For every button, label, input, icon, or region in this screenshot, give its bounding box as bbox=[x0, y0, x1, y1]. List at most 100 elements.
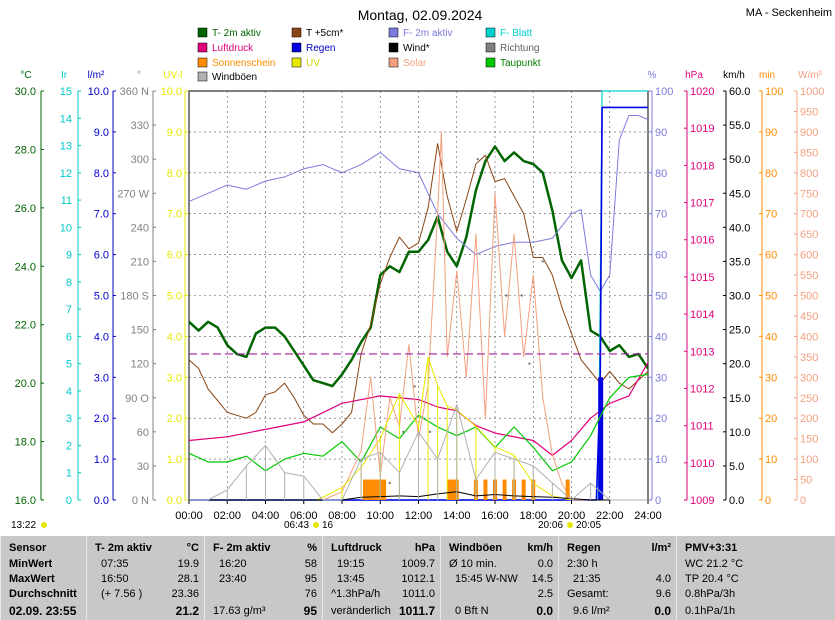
legend-label: F- 2m aktiv bbox=[403, 28, 452, 39]
tick-label-uvi: 5.0 bbox=[167, 291, 182, 303]
tick-label-dir: 180 S bbox=[120, 291, 149, 303]
tick-label-uv: 13 bbox=[60, 141, 72, 153]
tick-label-uvi: 6.0 bbox=[167, 250, 182, 262]
stats-windchill: WC 21.2 °C bbox=[685, 558, 744, 570]
sunset-time: 20:06 bbox=[538, 520, 563, 531]
tick-label-uv: 10 bbox=[60, 222, 72, 234]
tick-label-sun: 50 bbox=[765, 291, 777, 303]
tick-label-press: 1012 bbox=[690, 383, 714, 395]
tick-label-hum: 40 bbox=[655, 331, 667, 343]
tick-label-uv: 7 bbox=[66, 304, 72, 316]
series-solar bbox=[189, 131, 648, 501]
tick-label-solar: 350 bbox=[800, 352, 818, 364]
legend-label: Solar bbox=[403, 58, 427, 69]
tick-label-dir: 210 bbox=[131, 256, 149, 268]
stats-pressure-title: Luftdruck bbox=[331, 542, 382, 554]
tick-label-press: 1017 bbox=[690, 198, 714, 210]
stats-rain-day: 9.6 l/m² bbox=[573, 605, 610, 617]
tick-label-hum: 0 bbox=[655, 495, 661, 507]
tick-label-sun: 100 bbox=[765, 86, 783, 98]
stats-rain-max-time: 21:35 bbox=[573, 573, 601, 585]
stats-rain-unit: l/m² bbox=[651, 542, 671, 554]
stats-pressure-max-value: 1012.1 bbox=[401, 573, 435, 585]
tick-label-sun: 80 bbox=[765, 168, 777, 180]
stats-row-max: MaxWert bbox=[9, 573, 55, 585]
tick-label-rain: 8.0 bbox=[94, 168, 109, 180]
legend-label: Luftdruck bbox=[212, 43, 254, 54]
legend-label: Richtung bbox=[500, 43, 539, 54]
stats-temp-avg: 23.36 bbox=[171, 588, 199, 600]
x-tick-label: 14:00 bbox=[443, 510, 471, 522]
legend-label: F- Blatt bbox=[500, 28, 532, 39]
tick-label-solar: 150 bbox=[800, 434, 818, 446]
sunshine-bar bbox=[382, 479, 387, 500]
tick-label-rain: 1.0 bbox=[94, 454, 109, 466]
tick-label-press: 1009 bbox=[690, 495, 714, 507]
x-tick-label: 08:00 bbox=[328, 510, 356, 522]
tick-label-solar: 900 bbox=[800, 127, 818, 139]
tick-label-wind: 25.0 bbox=[729, 325, 750, 337]
tick-label-temp: 16.0 bbox=[15, 495, 36, 507]
legend-label: T +5cm* bbox=[306, 28, 343, 39]
tick-label-temp: 22.0 bbox=[15, 320, 36, 332]
legend-swatch bbox=[485, 42, 496, 53]
series-uv bbox=[316, 356, 572, 501]
legend-swatch bbox=[291, 57, 302, 68]
direction-point bbox=[541, 260, 545, 263]
tick-label-dir: 90 O bbox=[125, 393, 149, 405]
tick-label-dir: 270 W bbox=[117, 188, 149, 200]
x-tick-label: 16:00 bbox=[481, 510, 509, 522]
stats-temp-min-value: 19.9 bbox=[177, 558, 199, 570]
plot-grid bbox=[189, 91, 648, 500]
sunshine-bar bbox=[447, 479, 452, 500]
weather-chart: Montag, 02.09.2024 MA - Seckenheim T- 2m… bbox=[11, 7, 832, 531]
stats-gust-current: 0.0 bbox=[536, 604, 553, 618]
x-tick-label: 02:00 bbox=[213, 510, 241, 522]
stats-rain-title: Regen bbox=[567, 542, 601, 554]
tick-label-hum: 20 bbox=[655, 413, 667, 425]
stats-humidity-max-value: 95 bbox=[304, 573, 317, 585]
tick-label-uvi: 10.0 bbox=[161, 86, 182, 98]
tick-label-rain: 6.0 bbox=[94, 250, 109, 262]
series-regen bbox=[189, 106, 648, 501]
stats-pressure-column: Luftdruck hPa 19:15 1009.7 13:45 1012.1 … bbox=[322, 536, 441, 620]
x-tick-label: 04:00 bbox=[252, 510, 280, 522]
stats-pmv-title: PMV+3:31 bbox=[685, 542, 738, 554]
tick-label-solar: 800 bbox=[800, 168, 818, 180]
statistics-table: Sensor MinWert MaxWert Durchschnitt 02.0… bbox=[0, 536, 835, 620]
stats-pressure-1h: 0.1hPa/1h bbox=[685, 605, 736, 617]
tick-label-dir: 0 N bbox=[132, 495, 149, 507]
axis-unit-press: hPa bbox=[685, 70, 703, 81]
legend-swatch bbox=[388, 27, 399, 38]
stats-dewpoint: TP 20.4 °C bbox=[685, 573, 739, 585]
tick-label-press: 1019 bbox=[690, 123, 714, 135]
stats-gust-avg: 2.5 bbox=[537, 588, 553, 600]
stats-pressure-3h: 0.8hPa/3h bbox=[685, 588, 736, 600]
tick-label-uvi: 3.0 bbox=[167, 372, 182, 384]
legend-swatch bbox=[291, 27, 302, 38]
tick-label-sun: 10 bbox=[765, 454, 777, 466]
tick-label-uvi: 9.0 bbox=[167, 127, 182, 139]
stats-rain-total-value: 9.6 bbox=[655, 588, 671, 600]
chart-title: Montag, 02.09.2024 bbox=[358, 7, 483, 23]
x-tick-label: 00:00 bbox=[175, 510, 203, 522]
tick-label-temp: 26.0 bbox=[15, 203, 36, 215]
stats-row-avg: Durchschnitt bbox=[9, 588, 77, 600]
legend-label: Windböen bbox=[212, 72, 257, 83]
tick-label-press: 1014 bbox=[690, 309, 714, 321]
tick-label-uv: 2 bbox=[66, 440, 72, 452]
tick-label-press: 1018 bbox=[690, 160, 714, 172]
stats-pressure-tendency: veränderlich bbox=[331, 605, 391, 617]
tick-label-press: 1010 bbox=[690, 458, 714, 470]
stats-humidity-unit: % bbox=[307, 542, 317, 554]
legend-swatch bbox=[197, 27, 208, 38]
tick-label-solar: 50 bbox=[800, 475, 812, 487]
x-tick-label: 20:00 bbox=[558, 510, 586, 522]
tick-label-temp: 30.0 bbox=[15, 86, 36, 98]
axis-unit-temp: °C bbox=[20, 70, 31, 81]
stats-sensor-column: Sensor MinWert MaxWert Durchschnitt 02.0… bbox=[0, 536, 87, 620]
tick-label-solar: 1000 bbox=[800, 86, 824, 98]
tick-label-solar: 0 bbox=[800, 495, 806, 507]
direction-point bbox=[428, 430, 432, 434]
tick-label-solar: 300 bbox=[800, 372, 818, 384]
